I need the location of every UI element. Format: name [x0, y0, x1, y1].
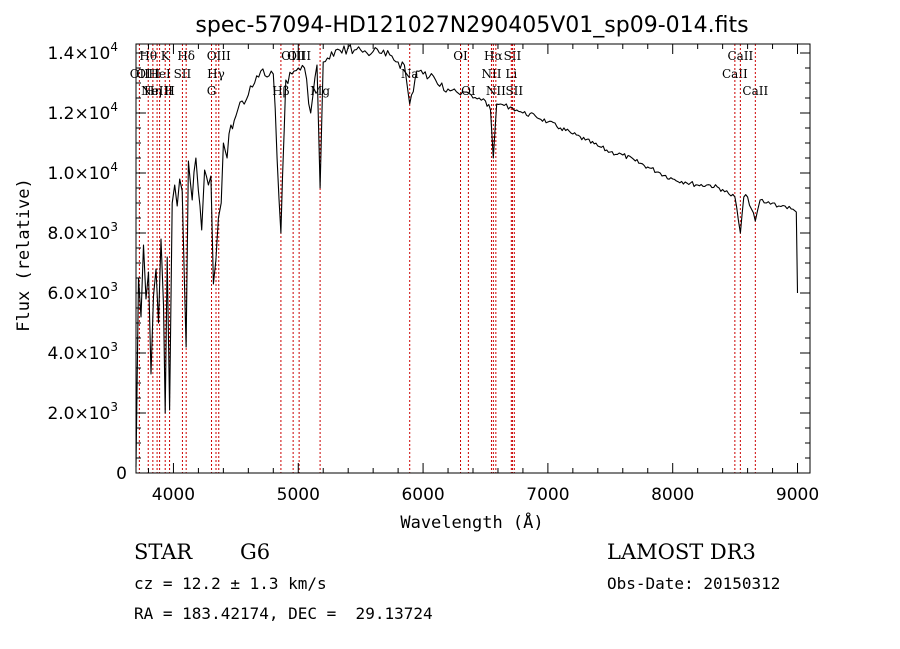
line-label: SII — [505, 84, 523, 98]
line-label: CaII — [727, 49, 753, 63]
line-label: OIII — [207, 49, 231, 63]
x-tick-label: 6000 — [401, 485, 444, 505]
line-label: OI — [453, 49, 468, 63]
x-tick-label: 9000 — [776, 485, 819, 505]
plot-frame — [135, 43, 811, 474]
y-tick-label: 1.4×104 — [47, 40, 118, 64]
line-label: Mg — [310, 84, 330, 98]
y-tick-label: 2.0×103 — [47, 400, 118, 424]
y-axis: 0 2.0×103 4.0×103 6.0×103 8.0×103 1.0×104 1.2×… — [47, 40, 810, 484]
line-label: OIII — [287, 49, 311, 63]
y-tick-label: 0 — [116, 464, 127, 484]
y-tick-label: 8.0×103 — [47, 220, 118, 244]
x-tick-label: 5000 — [277, 485, 320, 505]
y-axis-label: Flux (relative) — [14, 178, 34, 332]
line-label: HeI — [148, 67, 171, 81]
line-label: Hγ — [207, 67, 225, 81]
line-label: SII — [504, 49, 522, 63]
survey-name: LAMOST DR3 — [607, 540, 756, 564]
line-label: NeIII — [141, 84, 173, 98]
line-label: Hθ — [139, 49, 157, 63]
emission-line-markers: OIIHθOIIIHηNeIIIHeIKHSIIHδGHγOIIIHβOIIIO… — [130, 44, 768, 473]
chart-title: spec-57094-HD121027N290405V01_sp09-014.f… — [195, 13, 748, 38]
observation-date: Obs-Date: 20150312 — [607, 574, 780, 593]
y-tick-label: 4.0×103 — [47, 340, 118, 364]
line-label: CaII — [722, 67, 748, 81]
line-label: G — [207, 84, 217, 98]
x-tick-label: 4000 — [152, 485, 195, 505]
line-label: CaII — [742, 84, 768, 98]
y-tick-label: 1.2×104 — [47, 100, 118, 124]
line-label: OI — [461, 84, 476, 98]
line-label: NII — [481, 67, 501, 81]
x-tick-label: 8000 — [651, 485, 694, 505]
y-tick-label: 1.0×104 — [47, 160, 118, 184]
line-label: H — [164, 84, 174, 98]
x-tick-label: 7000 — [526, 485, 569, 505]
ra-dec-coordinates: RA = 183.42174, DEC = 29.13724 — [134, 604, 433, 623]
line-label: Hη — [144, 84, 162, 98]
line-label: K — [161, 49, 171, 63]
spectrum-line — [135, 44, 799, 468]
line-label: OIII — [136, 67, 160, 81]
object-class: STAR — [134, 540, 193, 564]
line-label: NII — [486, 84, 506, 98]
x-axis: 4000 5000 6000 7000 8000 9000 — [147, 44, 819, 505]
line-label: SII — [174, 67, 192, 81]
line-label: OII — [130, 67, 150, 81]
line-label: Hδ — [177, 49, 195, 63]
object-subclass: G6 — [240, 540, 270, 564]
redshift-cz: cz = 12.2 ± 1.3 km/s — [134, 574, 327, 593]
line-label: Li — [505, 67, 517, 81]
y-tick-label: 6.0×103 — [47, 280, 118, 304]
x-axis-label: Wavelength (Å) — [400, 511, 543, 533]
line-label: Hα — [484, 49, 503, 63]
